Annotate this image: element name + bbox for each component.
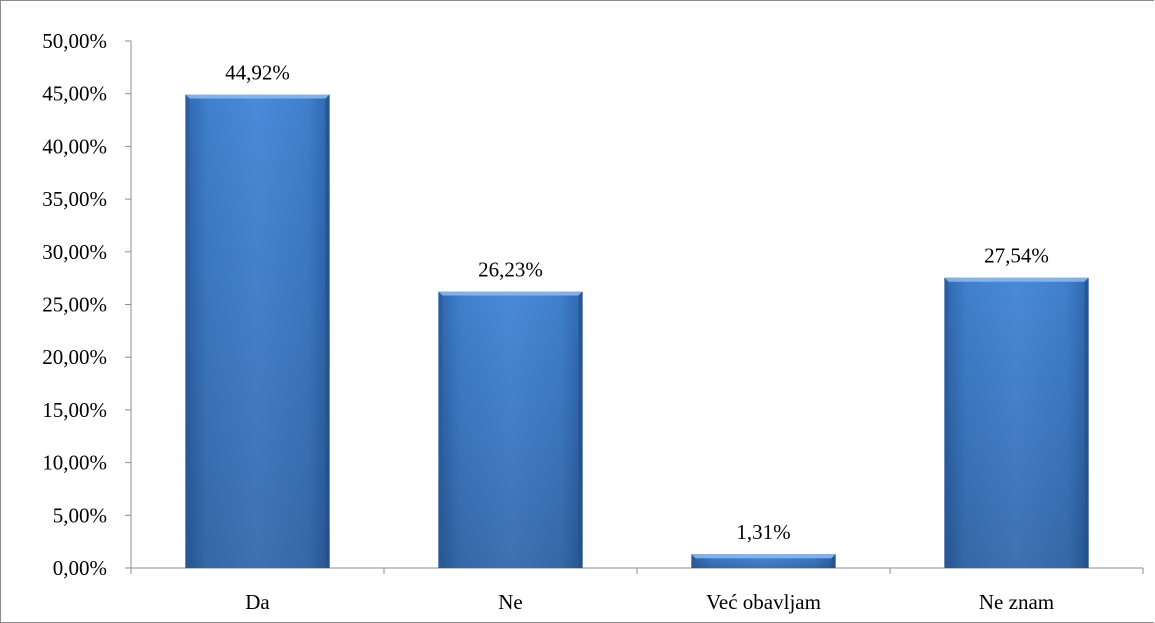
- y-axis: 0,00% 5,00% 10,00% 15,00% 20,00% 25,00% 30,00%…: [42, 29, 132, 580]
- bar-shade: [944, 277, 1089, 568]
- bar-top-bevel: [438, 291, 583, 296]
- bar-left-bevel: [944, 277, 949, 568]
- x-tick-label: Ne znam: [979, 590, 1054, 614]
- data-label: 27,54%: [984, 244, 1049, 268]
- bar-left-bevel: [185, 94, 190, 568]
- data-label: 44,92%: [225, 61, 290, 85]
- y-tick-label: 35,00%: [42, 187, 107, 211]
- bar-left-bevel: [691, 554, 696, 568]
- bar-left-bevel: [438, 291, 443, 568]
- data-label: 1,31%: [736, 520, 790, 544]
- bar-right-bevel: [831, 554, 836, 568]
- bar: [691, 554, 836, 568]
- y-tick-label: 30,00%: [42, 240, 107, 264]
- x-axis: Da Ne Već obavljam Ne znam: [130, 567, 1144, 614]
- bar-shade: [185, 94, 330, 568]
- y-tick-label: 10,00%: [42, 451, 107, 475]
- y-tick-label: 40,00%: [42, 134, 107, 158]
- y-tick-label: 0,00%: [53, 556, 107, 580]
- y-tick-label: 5,00%: [53, 503, 107, 527]
- bar-shade: [438, 291, 583, 568]
- bar-top-bevel: [691, 554, 836, 559]
- x-tick-label: Ne: [498, 590, 523, 614]
- bar-top-bevel: [185, 94, 330, 99]
- x-tick-label: Da: [245, 590, 270, 614]
- bar: [944, 277, 1089, 568]
- bar-top-bevel: [944, 277, 1089, 282]
- y-tick-label: 25,00%: [42, 293, 107, 317]
- y-tick-label: 20,00%: [42, 345, 107, 369]
- data-label: 26,23%: [478, 258, 543, 282]
- data-labels: 44,92% 26,23% 1,31% 27,54%: [225, 61, 1049, 545]
- y-tick-label: 15,00%: [42, 398, 107, 422]
- bar: [185, 94, 330, 568]
- bar-right-bevel: [578, 291, 583, 568]
- bar: [438, 291, 583, 568]
- y-tick-label: 45,00%: [42, 82, 107, 106]
- y-tick-label: 50,00%: [42, 29, 107, 53]
- bars: [185, 94, 1089, 568]
- bar-right-bevel: [1084, 277, 1089, 568]
- x-tick-label: Već obavljam: [706, 590, 821, 614]
- bar-right-bevel: [325, 94, 330, 568]
